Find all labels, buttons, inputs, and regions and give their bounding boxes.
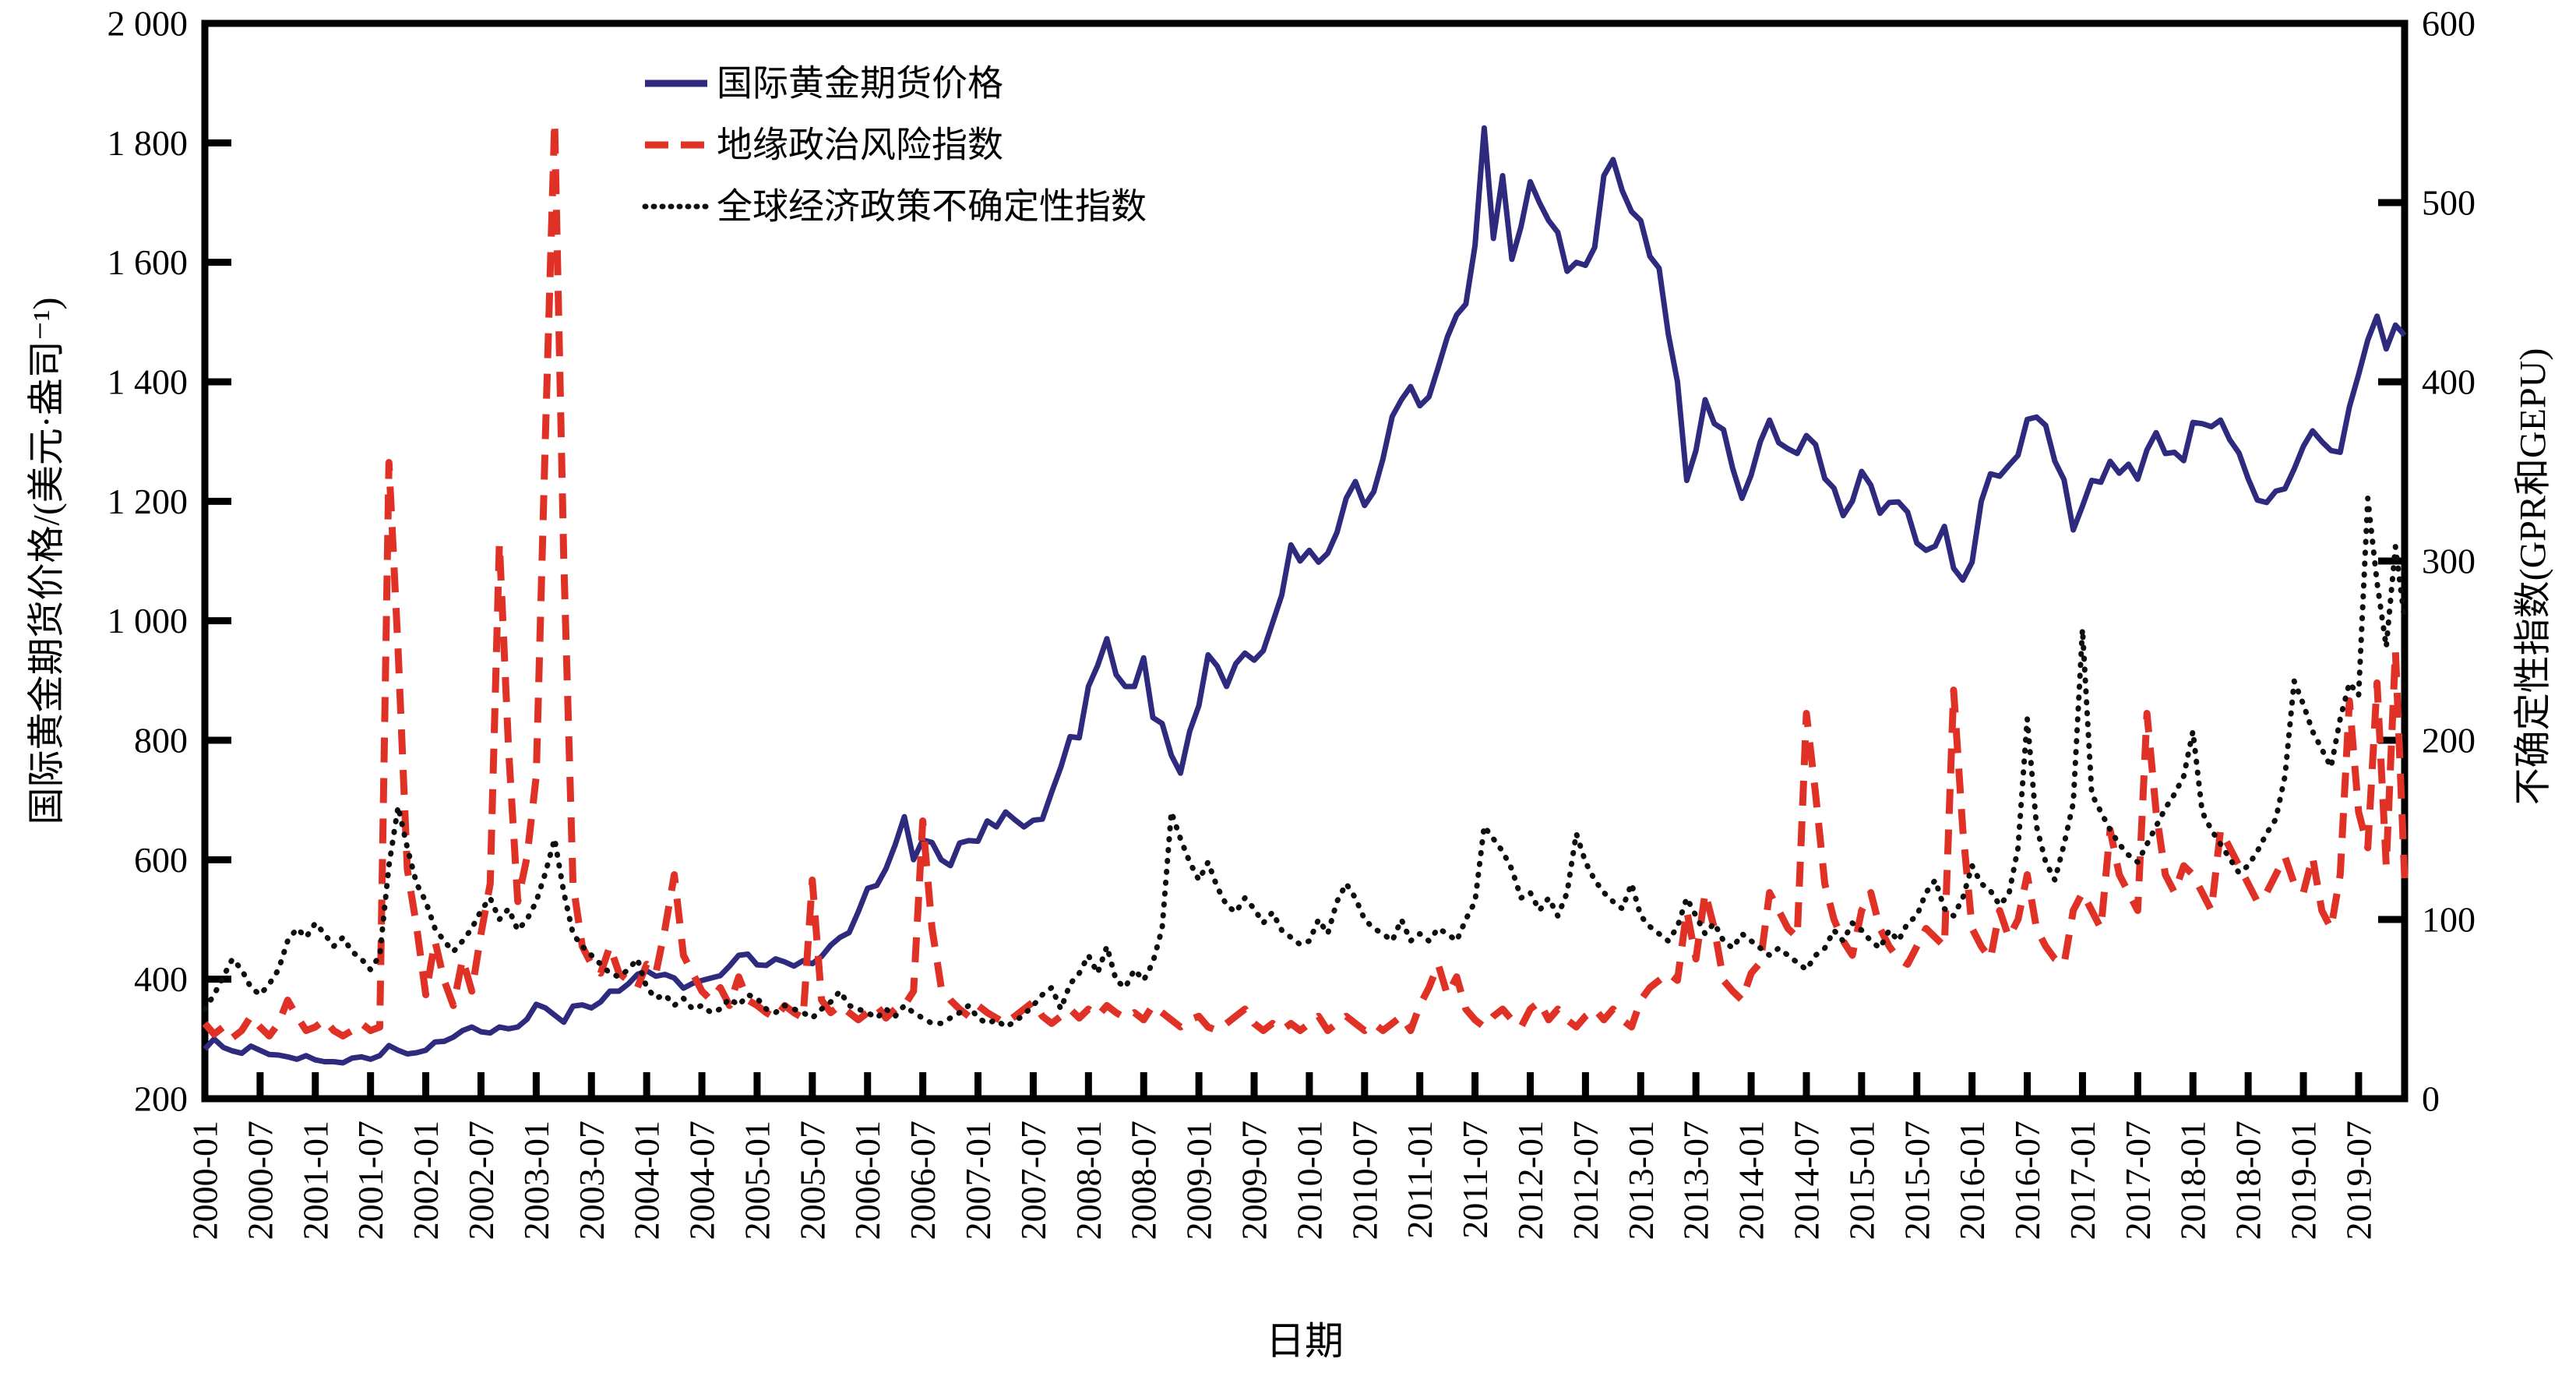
series-line-right-dotted: [202, 496, 2408, 1030]
legend-label: 国际黄金期货价格: [717, 64, 1003, 104]
x-axis-tick-label: 2009-07: [1235, 1121, 1274, 1240]
x-axis-tick-label: 2003-07: [572, 1121, 611, 1240]
series-line-left-solid: [203, 125, 2407, 1066]
x-axis-tick-label: 2019-07: [2338, 1121, 2378, 1240]
y-axis-right-tick-label: 200: [2422, 721, 2476, 761]
y-axis-right-tick-label: 600: [2422, 4, 2476, 44]
legend-label: 全球经济政策不确定性指数: [717, 187, 1147, 227]
y-axis-left-tick-label: 1 400: [107, 362, 189, 402]
x-axis-tick-label: 2010-01: [1289, 1121, 1329, 1240]
x-axis-tick-label: 2012-01: [1510, 1121, 1550, 1240]
x-axis-tick-label: 2019-01: [2284, 1121, 2324, 1240]
x-axis-tick-label: 2009-01: [1179, 1121, 1219, 1240]
x-axis-tick-label: 2000-01: [185, 1121, 225, 1240]
y-axis-right-ticks: 600 500 400 300 200 100 0: [2378, 4, 2476, 1119]
series-line-right-dashed: [202, 118, 2409, 1042]
series-lines: [202, 118, 2409, 1066]
x-axis-tick-label: 2017-07: [2118, 1121, 2158, 1240]
x-axis-title: 日期: [1266, 1319, 1344, 1363]
x-axis-tick-label: 2012-07: [1566, 1121, 1605, 1240]
x-axis-tick-label: 2004-07: [682, 1121, 722, 1240]
y-axis-left-tick-label: 600: [134, 840, 188, 880]
y-axis-left-tick-label: 1 000: [107, 601, 189, 641]
x-axis-tick-label: 2007-07: [1013, 1121, 1053, 1240]
y-axis-left-tick-label: 800: [134, 721, 188, 761]
x-axis-tick-label: 2002-01: [406, 1121, 446, 1240]
x-axis-tick-label: 2013-01: [1621, 1121, 1661, 1240]
y-axis-right-title: 不确定性指数(GPR和GEPU): [2513, 348, 2554, 806]
y-axis-left-title: 国际黄金期货价格/(美元·盎司⁻¹): [26, 297, 68, 824]
x-axis-tick-label: 2016-01: [1952, 1121, 1992, 1240]
x-axis-tick-label: 2006-07: [903, 1121, 943, 1240]
x-axis-tick-label: 2005-01: [737, 1121, 777, 1240]
x-axis-tick-label: 2014-07: [1786, 1121, 1826, 1240]
y-axis-right-tick-label: 500: [2422, 183, 2476, 223]
x-axis-tick-label: 2006-01: [848, 1121, 887, 1240]
x-axis-tick-label: 2000-07: [240, 1121, 280, 1240]
x-axis-tick-label: 2007-01: [958, 1121, 998, 1240]
y-axis-right-tick-label: 400: [2422, 362, 2476, 402]
x-axis-tick-label: 2002-07: [461, 1121, 501, 1240]
x-axis-tick-label: 2018-07: [2229, 1121, 2268, 1240]
x-axis-tick-label: 2004-01: [627, 1121, 667, 1240]
x-axis-tick-label: 2010-07: [1344, 1121, 1384, 1240]
x-axis-tick-label: 2001-01: [295, 1121, 335, 1240]
y-axis-left-tick-label: 1 600: [107, 242, 189, 282]
x-axis-tick-label: 2016-07: [2007, 1121, 2047, 1240]
x-axis-tick-label: 2011-01: [1400, 1121, 1440, 1239]
y-axis-left-tick-label: 200: [134, 1079, 188, 1119]
y-axis-left-tick-label: 1 800: [107, 123, 189, 163]
y-axis-left-ticks: 2 000 1 800 1 600 1 400 1 200 1 000 800 600 400 2…: [107, 4, 231, 1119]
x-axis-tick-label: 2008-07: [1124, 1121, 1164, 1240]
y-axis-left-tick-label: 1 200: [107, 482, 189, 521]
x-axis-ticks: 2000-01 2000-07 2001-01 2001-07 2002-01 2002-…: [185, 1072, 2378, 1240]
y-axis-left-tick-label: 400: [134, 959, 188, 999]
x-axis-tick-label: 2003-01: [516, 1121, 556, 1240]
legend-label: 地缘政治风险指数: [717, 125, 1003, 165]
x-axis-tick-label: 2015-07: [1897, 1121, 1936, 1240]
plot-border: [201, 19, 2409, 1103]
y-axis-right-tick-label: 300: [2422, 542, 2476, 581]
x-axis-tick-label: 2014-01: [1732, 1121, 1771, 1240]
x-axis-tick-label: 2017-01: [2063, 1121, 2102, 1240]
y-axis-left-tick-label: 2 000: [107, 4, 189, 44]
x-axis-tick-label: 2001-07: [351, 1121, 390, 1240]
x-axis-tick-label: 2008-01: [1069, 1121, 1108, 1240]
x-axis-tick-label: 2011-07: [1455, 1121, 1495, 1239]
x-axis-tick-label: 2015-01: [1841, 1121, 1881, 1240]
y-axis-right-tick-label: 0: [2422, 1079, 2440, 1119]
x-axis-tick-label: 2013-07: [1676, 1121, 1716, 1240]
x-axis-tick-label: 2018-01: [2173, 1121, 2213, 1240]
x-axis-tick-label: 2005-07: [792, 1121, 832, 1240]
y-axis-right-tick-label: 100: [2422, 900, 2476, 940]
